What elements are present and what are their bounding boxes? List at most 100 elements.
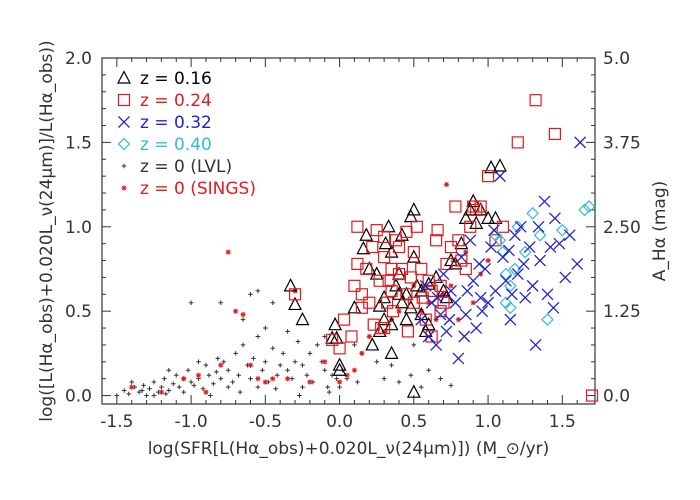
x-marker — [434, 308, 447, 321]
x-marker — [474, 291, 487, 304]
triangle-marker — [399, 311, 414, 326]
x-marker — [563, 229, 576, 242]
triangle-marker — [409, 278, 424, 292]
square-marker — [288, 288, 302, 301]
plus-marker — [263, 325, 268, 331]
square-marker — [382, 274, 395, 287]
square-marker — [489, 234, 502, 247]
x-marker — [452, 352, 465, 365]
triangle-marker — [384, 345, 399, 359]
triangle-marker — [328, 316, 343, 331]
x-marker — [482, 296, 495, 309]
x-marker — [511, 268, 524, 280]
square-marker — [548, 127, 562, 141]
plus-marker — [225, 367, 231, 373]
x-marker — [445, 284, 457, 297]
square-marker — [367, 318, 380, 331]
plus-marker — [151, 379, 157, 385]
x-axis-title: log(SFR[L(Hα_obs)+0.020L_ν(24μm)]) (M_⊙/… — [148, 439, 550, 459]
diamond-marker — [508, 262, 522, 276]
square-marker — [529, 94, 542, 107]
plus-marker — [426, 367, 431, 373]
square-marker — [378, 230, 391, 244]
star-marker — [262, 379, 268, 385]
legend-label: z = 0.16 — [140, 69, 212, 89]
triangle-marker — [443, 252, 458, 267]
plus-marker — [355, 379, 360, 385]
triangle-marker — [458, 210, 473, 224]
x-tick-label: 1.0 — [475, 412, 502, 432]
plus-marker — [374, 359, 380, 365]
triangle-marker — [403, 208, 418, 223]
square-marker — [449, 200, 462, 213]
plus-marker — [300, 362, 305, 368]
plus-marker — [300, 384, 305, 390]
x-marker — [470, 322, 483, 335]
plus-marker — [166, 367, 172, 373]
star-marker — [418, 308, 424, 314]
plus-marker — [273, 386, 279, 392]
plus-marker — [240, 317, 246, 322]
plus-marker — [214, 369, 219, 375]
y2-axis-title: A_Hα (mag) — [650, 181, 670, 282]
x-marker — [476, 305, 489, 318]
plus-marker — [163, 391, 169, 397]
plus-marker — [408, 373, 414, 378]
y2-tick-label: 3.75 — [603, 133, 641, 153]
plus-marker — [260, 367, 265, 373]
square-marker — [337, 313, 351, 326]
plus-marker — [188, 379, 194, 385]
y2-tick-label: 1.25 — [603, 302, 641, 322]
x-marker — [118, 116, 130, 128]
plus-marker — [304, 373, 310, 378]
plus-marker — [277, 362, 283, 368]
x-marker — [517, 257, 530, 270]
plus-marker — [191, 383, 197, 388]
diamond-marker — [493, 233, 507, 247]
square-marker — [422, 274, 435, 287]
plus-marker — [203, 362, 209, 368]
plus-marker — [297, 393, 302, 398]
square-marker — [345, 330, 358, 343]
diamond-marker — [578, 203, 591, 217]
triangle-marker — [288, 296, 303, 311]
triangle-marker — [473, 202, 488, 216]
square-marker — [455, 254, 468, 267]
triangle-marker — [369, 266, 384, 280]
square-marker — [585, 389, 599, 402]
plus-marker — [270, 300, 276, 306]
star-marker — [181, 376, 187, 382]
x-marker — [523, 241, 536, 253]
plus-marker — [166, 388, 172, 393]
square-marker — [434, 305, 447, 318]
plus-marker — [307, 351, 313, 356]
x-marker — [459, 308, 472, 321]
x-marker — [534, 254, 547, 267]
star-marker — [218, 362, 224, 368]
square-marker — [392, 240, 406, 254]
star-marker — [470, 300, 476, 306]
x-marker — [485, 241, 498, 253]
triangle-marker — [377, 311, 392, 326]
triangle-marker — [391, 286, 406, 300]
plus-marker — [173, 373, 179, 378]
x-marker — [440, 325, 453, 338]
diamond-marker — [582, 200, 596, 213]
square-marker — [378, 321, 391, 335]
triangle-marker — [492, 158, 507, 172]
diamond-marker — [555, 223, 569, 237]
plus-marker — [315, 342, 320, 348]
x-marker — [548, 212, 561, 225]
y-tick-label: 0.5 — [65, 302, 92, 322]
square-marker — [395, 262, 409, 276]
x-marker — [538, 195, 551, 208]
plus-marker — [218, 376, 224, 381]
star-marker — [322, 359, 328, 365]
x-marker — [494, 170, 506, 183]
square-marker — [470, 203, 483, 217]
x-marker — [514, 220, 527, 233]
x-marker — [443, 313, 456, 326]
x-marker — [437, 268, 450, 280]
star-marker — [203, 389, 209, 395]
star-marker — [344, 372, 350, 378]
